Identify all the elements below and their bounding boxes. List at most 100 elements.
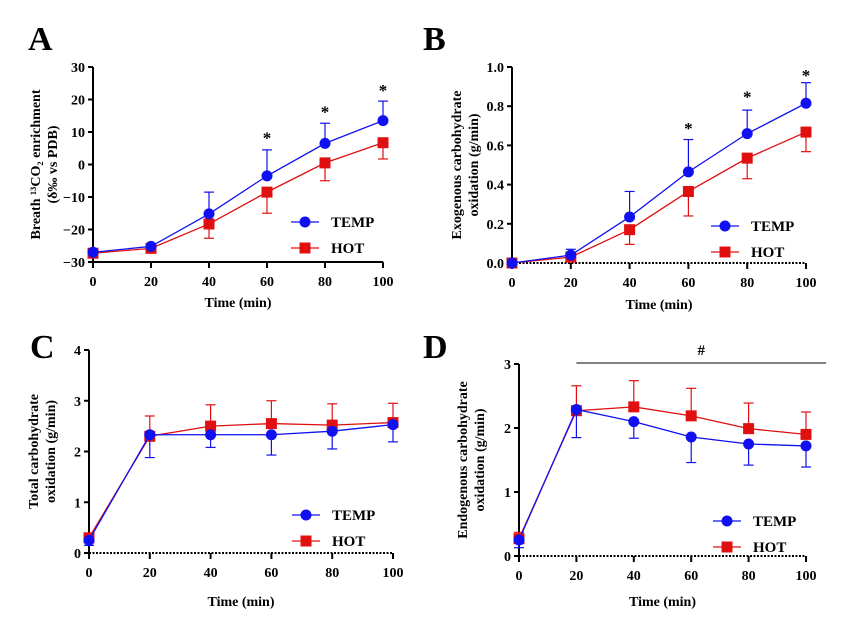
data-point	[377, 115, 389, 127]
data-point	[565, 249, 577, 261]
legend-label: HOT	[332, 534, 365, 550]
data-point	[682, 185, 694, 197]
data-point	[261, 186, 273, 198]
y-tick-label: −10	[63, 191, 85, 206]
y-tick-label: 0.8	[487, 100, 505, 115]
x-tick-label: 80	[325, 566, 339, 581]
y-tick-label: 0.2	[487, 218, 505, 233]
x-tick-label: 40	[202, 275, 216, 290]
legend-label: TEMP	[753, 514, 796, 530]
legend-marker	[299, 216, 311, 228]
data-point	[377, 137, 389, 149]
x-tick-label: 0	[509, 276, 516, 291]
y-tick-label: 1	[74, 496, 81, 511]
y-tick-label: 20	[71, 94, 85, 109]
y-tick-label: 0.6	[487, 139, 505, 154]
x-tick-label: 20	[144, 275, 158, 290]
series-temp	[506, 82, 812, 269]
y-tick-label: −20	[63, 224, 85, 239]
data-point	[145, 240, 157, 252]
data-point	[265, 429, 277, 441]
y-axis-label: Endogenous carbohydrate	[456, 381, 471, 539]
data-point	[800, 97, 812, 109]
y-tick-label: 0.0	[487, 257, 505, 272]
x-tick-label: 60	[681, 276, 695, 291]
data-point	[506, 257, 518, 269]
y-tick-label: 0	[74, 547, 81, 562]
data-point	[800, 126, 812, 138]
legend-label: HOT	[751, 245, 784, 261]
y-axis-label: oxidation (g/min)	[44, 400, 59, 503]
data-point	[624, 224, 636, 236]
y-axis-label: Breath ¹³CO₂ enrichment	[29, 89, 44, 239]
y-tick-label: 10	[71, 126, 85, 141]
data-point	[743, 438, 755, 450]
y-axis-label: Exogenous carbohydrate	[450, 91, 465, 240]
x-axis-label: Time (min)	[629, 595, 696, 610]
data-point	[203, 208, 215, 220]
y-axis-label: (δ‰ vs PDB)	[46, 125, 61, 203]
legend-marker	[300, 509, 312, 521]
series-line	[92, 120, 384, 253]
y-tick-label: 1.0	[487, 61, 505, 76]
data-point	[87, 246, 99, 258]
x-tick-label: 20	[569, 569, 583, 584]
significance-marker: *	[263, 128, 272, 147]
series-line	[518, 408, 807, 541]
x-tick-label: 20	[564, 276, 578, 291]
panel-letter: B	[423, 21, 446, 58]
y-tick-label: −30	[63, 256, 85, 271]
panel-a: A −30 −20 −10 0 10 20 30 0 20 40 60 80 100 Time (min) B…	[28, 21, 394, 311]
y-tick-label: 2	[74, 446, 81, 461]
legend-marker	[299, 242, 311, 254]
data-point	[628, 416, 640, 428]
x-tick-label: 40	[627, 569, 641, 584]
x-axis-label: Time (min)	[207, 595, 274, 610]
legend-label: TEMP	[331, 215, 374, 231]
x-tick-label: 80	[740, 276, 754, 291]
data-point	[741, 128, 753, 140]
y-tick-label: 0.4	[487, 179, 505, 194]
legend-marker	[721, 515, 733, 527]
x-tick-label: 100	[383, 566, 404, 581]
x-tick-label: 40	[623, 276, 637, 291]
panel-letter: A	[28, 21, 53, 58]
data-point	[319, 157, 331, 169]
data-point	[741, 152, 753, 164]
series-temp	[83, 419, 399, 546]
panel-letter: D	[423, 329, 448, 366]
y-tick-label: 3	[74, 395, 81, 410]
x-tick-label: 60	[260, 275, 274, 290]
y-tick-label: 3	[504, 358, 511, 373]
data-point	[685, 410, 697, 422]
y-tick-label: 2	[504, 422, 511, 437]
series-line	[88, 423, 394, 541]
significance-marker: *	[379, 81, 388, 100]
y-tick-label: 0	[78, 159, 85, 174]
y-tick-label: 0	[504, 550, 511, 565]
legend-label: HOT	[331, 241, 364, 257]
data-point	[203, 218, 215, 230]
data-point	[205, 420, 217, 432]
significance-marker: *	[321, 102, 330, 121]
y-tick-label: 1	[504, 486, 511, 501]
data-point	[83, 534, 95, 546]
data-point	[326, 419, 338, 431]
x-tick-label: 0	[516, 569, 523, 584]
y-tick-label: 4	[74, 344, 81, 359]
panel-d: D 0 1 2 3 0 20 40 60 80 100 Time (min) Endogenous ca…	[423, 329, 827, 610]
significance-marker: *	[802, 66, 811, 85]
x-tick-label: 60	[684, 569, 698, 584]
data-point	[743, 423, 755, 435]
data-point	[387, 419, 399, 431]
data-point	[326, 425, 338, 437]
panel-letter: C	[30, 329, 55, 366]
x-axis-label: Time (min)	[204, 296, 271, 311]
y-axis-label: oxidation (g/min)	[467, 113, 482, 216]
x-tick-label: 100	[373, 275, 394, 290]
series-temp	[87, 100, 389, 258]
y-axis-label: Total carbohydrate	[27, 394, 42, 509]
series-line	[511, 131, 807, 264]
legend-label: HOT	[753, 540, 786, 556]
